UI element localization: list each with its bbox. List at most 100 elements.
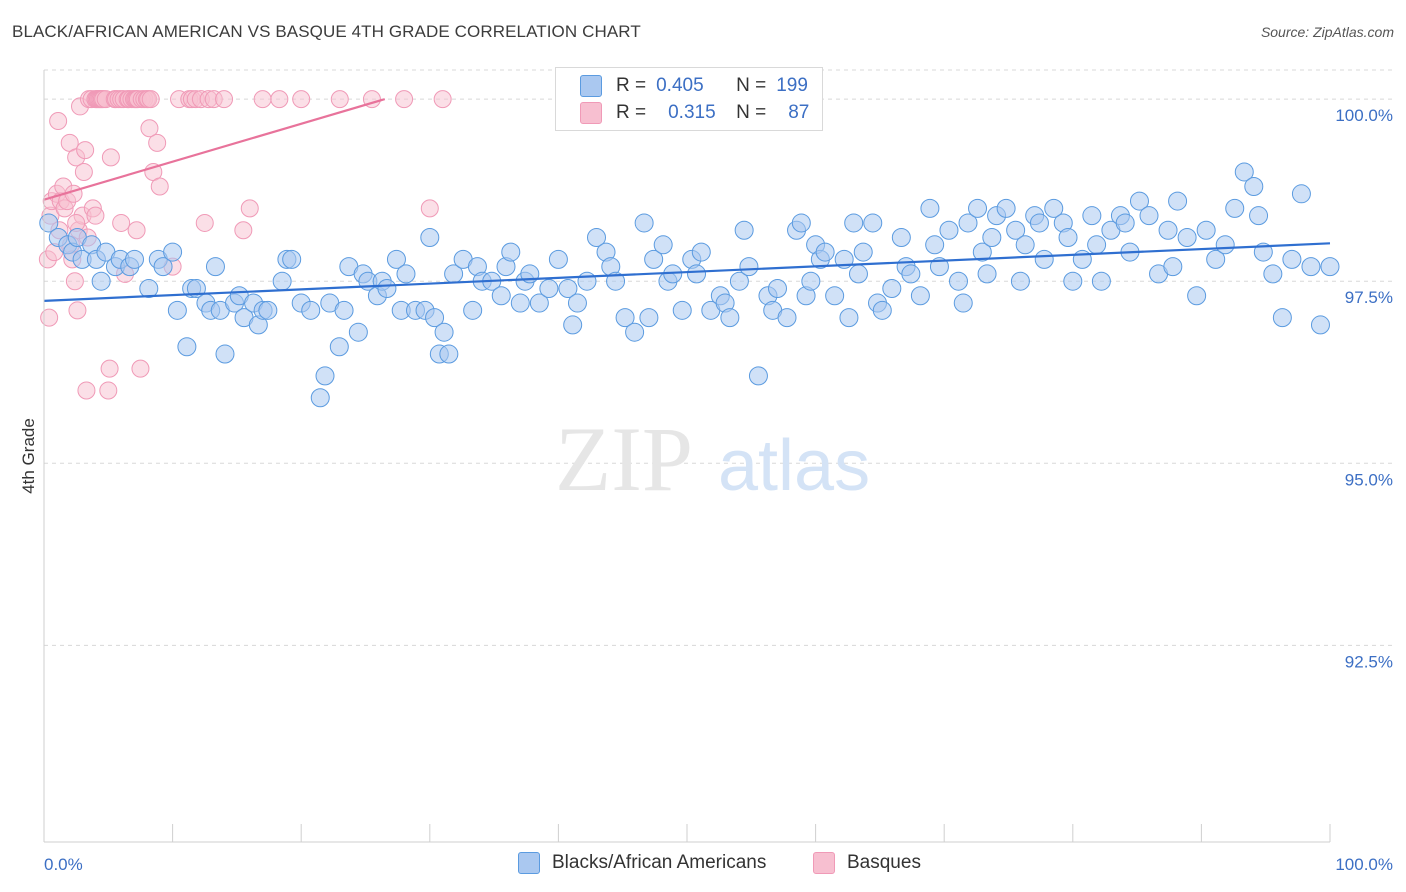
point-blacks (939, 220, 959, 240)
point-blacks (1310, 315, 1330, 335)
legend-n-value: 87 (788, 102, 810, 123)
point-basques (215, 90, 234, 109)
point-blacks (167, 300, 187, 320)
point-blacks (977, 264, 997, 284)
point-blacks (815, 242, 835, 262)
legend-row-pink: R = 0.315 N = 87 (580, 101, 809, 125)
watermark-atlas: atlas (718, 426, 870, 506)
legend-swatch-blue (580, 75, 602, 97)
point-blacks (1263, 264, 1283, 284)
point-blacks (958, 213, 978, 233)
point-blacks (1282, 249, 1302, 269)
point-basques (77, 381, 96, 400)
point-blacks (329, 337, 349, 357)
point-blacks (567, 293, 587, 313)
series-legend: Blacks/African Americans Basques (0, 852, 1406, 878)
point-blacks (777, 308, 797, 328)
point-blacks (301, 300, 321, 320)
point-blacks (1091, 271, 1111, 291)
legend-r-label: R = (616, 102, 647, 123)
point-blacks (839, 308, 859, 328)
point-blacks (258, 300, 278, 320)
point-blacks (872, 300, 892, 320)
point-basques (148, 133, 167, 152)
point-blacks (215, 344, 235, 364)
point-blacks (1063, 271, 1083, 291)
point-blacks (153, 257, 173, 277)
point-basques (234, 221, 253, 240)
point-blacks (687, 264, 707, 284)
legend-item-blacks: Blacks/African Americans (518, 852, 766, 874)
point-blacks (563, 315, 583, 335)
point-blacks (767, 278, 787, 298)
point-blacks (1291, 184, 1311, 204)
point-blacks (739, 257, 759, 277)
point-blacks (920, 198, 940, 218)
point-basques (74, 162, 93, 181)
trendline-blacks (43, 242, 1331, 302)
legend-swatch-blue (518, 852, 540, 874)
point-blacks (491, 286, 511, 306)
point-blacks (315, 366, 335, 386)
point-blacks (139, 278, 159, 298)
point-blacks (1034, 249, 1054, 269)
point-blacks (529, 293, 549, 313)
point-blacks (177, 337, 197, 357)
point-basques (150, 177, 169, 196)
point-blacks (334, 300, 354, 320)
point-basques (140, 119, 159, 138)
point-blacks (1044, 198, 1064, 218)
point-blacks (348, 322, 368, 342)
point-blacks (539, 278, 559, 298)
point-basques (49, 111, 68, 130)
y-tick-label: 92.5% (1345, 652, 1393, 671)
point-basques (76, 141, 95, 160)
stats-legend: R = 0.405 N = 199 R = 0.315 N = 87 (555, 67, 823, 131)
point-blacks (420, 228, 440, 248)
point-blacks (558, 278, 578, 298)
point-blacks (1082, 206, 1102, 226)
point-blacks (968, 198, 988, 218)
point-blacks (982, 228, 1002, 248)
point-blacks (1249, 206, 1269, 226)
point-blacks (1163, 257, 1183, 277)
point-blacks (1225, 198, 1245, 218)
point-blacks (644, 249, 664, 269)
point-blacks (1196, 220, 1216, 240)
point-blacks (1272, 308, 1292, 328)
point-blacks (925, 235, 945, 255)
point-blacks (948, 271, 968, 291)
point-blacks (1244, 177, 1264, 197)
point-blacks (1115, 213, 1135, 233)
point-blacks (853, 242, 873, 262)
point-blacks (1320, 257, 1340, 277)
point-blacks (163, 242, 183, 262)
point-blacks (463, 300, 483, 320)
legend-item-basques: Basques (813, 852, 921, 874)
point-blacks (91, 271, 111, 291)
point-basques (101, 148, 120, 167)
point-basques (420, 199, 439, 218)
point-blacks (1015, 235, 1035, 255)
point-basques (292, 90, 311, 109)
point-blacks (625, 322, 645, 342)
point-blacks (748, 366, 768, 386)
point-blacks (205, 257, 225, 277)
point-basques (330, 90, 349, 109)
point-basques (112, 213, 131, 232)
point-blacks (434, 322, 454, 342)
point-blacks (729, 271, 749, 291)
point-blacks (691, 242, 711, 262)
point-blacks (1187, 286, 1207, 306)
point-blacks (1301, 257, 1321, 277)
point-blacks (615, 308, 635, 328)
point-blacks (720, 308, 740, 328)
point-blacks (901, 264, 921, 284)
point-blacks (377, 278, 397, 298)
watermark-zip: ZIP (555, 408, 693, 510)
point-blacks (1177, 228, 1197, 248)
point-basques (240, 199, 259, 218)
point-blacks (996, 198, 1016, 218)
point-blacks (1006, 220, 1026, 240)
